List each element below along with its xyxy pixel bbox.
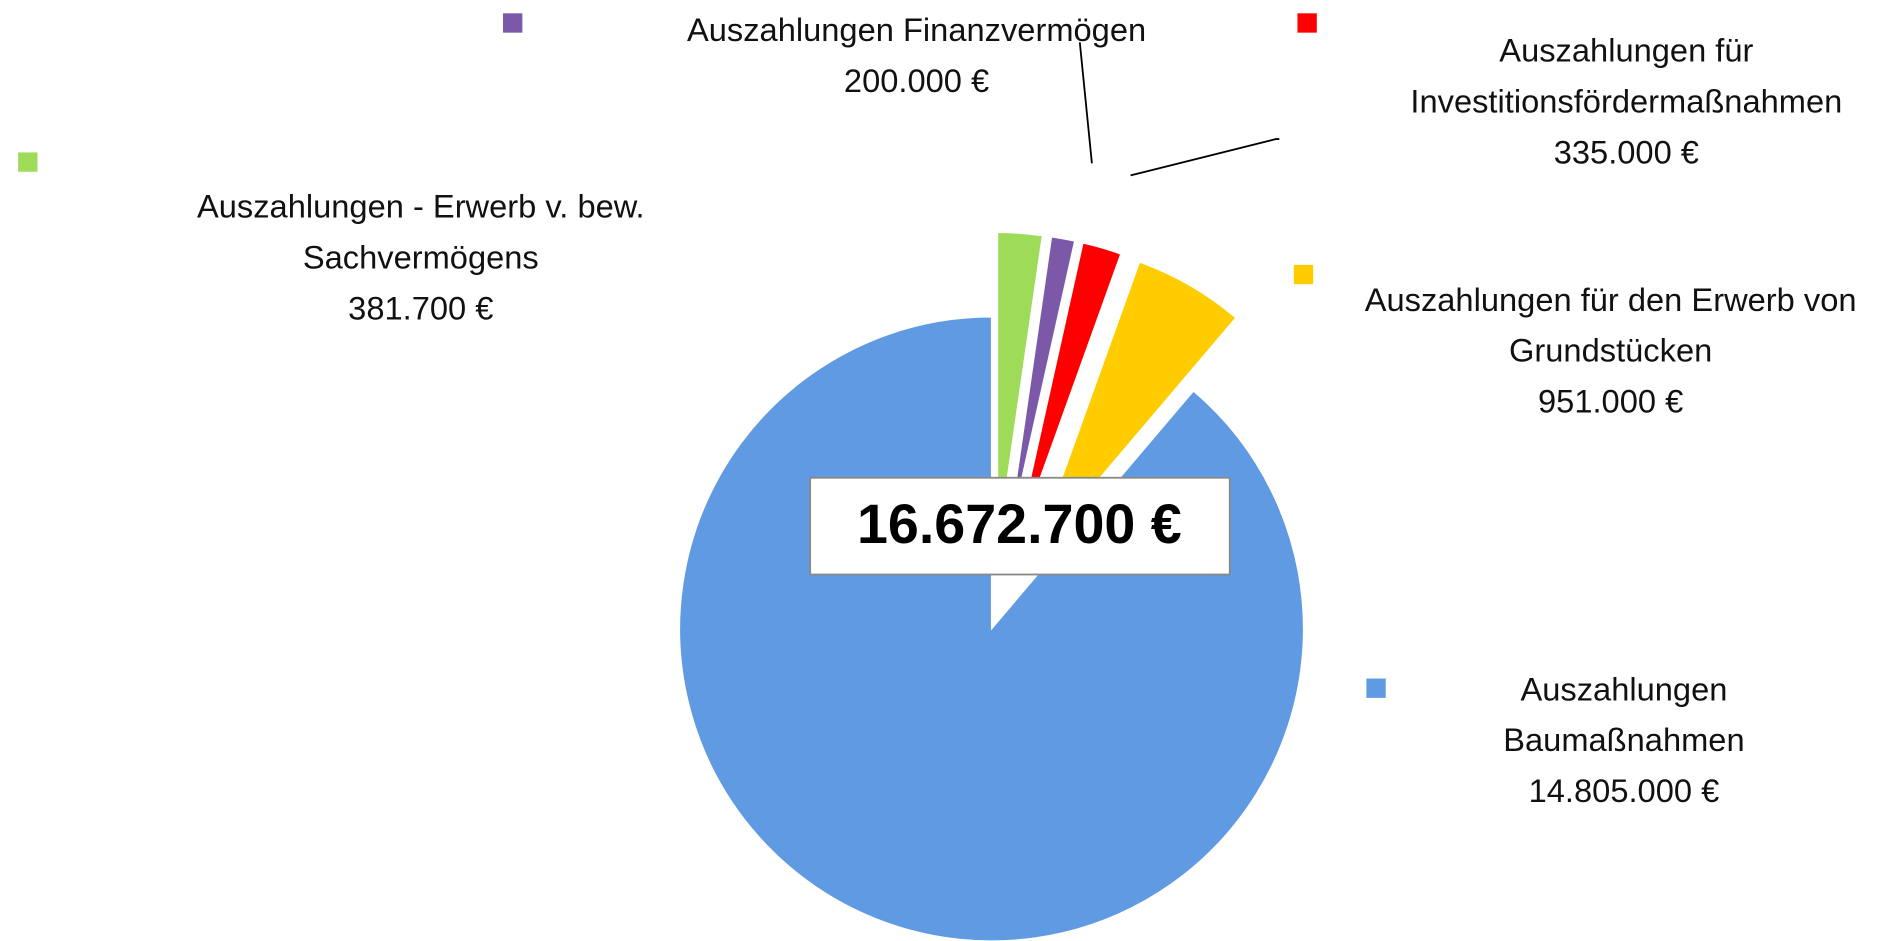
label-block: Auszahlungen - Erwerb v. bew. Sachvermög…	[143, 181, 699, 333]
data-label: Auszahlungen Baumaßnahmen 14.805.000 €	[1473, 664, 1775, 816]
value-label: 14.805.000 €	[1528, 772, 1720, 810]
label-block: Auszahlungen für den Erwerb von Grundstü…	[1357, 275, 1865, 427]
category-label: Auszahlungen - Erwerb v. bew. Sachvermög…	[196, 188, 645, 276]
data-label: Auszahlungen für den Erwerb von Grundstü…	[1357, 275, 1865, 427]
data-label: Auszahlungen Finanzvermögen 200.000 €	[638, 5, 1194, 107]
label-block: Auszahlungen für Investitionsfördermaßna…	[1354, 25, 1896, 177]
pie-slice	[997, 231, 1044, 545]
legend-marker	[1297, 13, 1317, 33]
value-label: 381.700 €	[348, 290, 494, 327]
pie-slice	[1014, 242, 1122, 548]
category-label: Auszahlungen für den Erwerb von Grundstü…	[1364, 281, 1857, 369]
pie-slice	[1006, 236, 1076, 546]
pie	[679, 231, 1305, 941]
category-label: Auszahlungen Baumaßnahmen	[1503, 671, 1745, 759]
total-box	[809, 476, 1231, 576]
legend-marker	[503, 13, 523, 33]
leader-line	[1078, 42, 1093, 164]
category-label: Auszahlungen für Investitionsfördermaßna…	[1410, 32, 1843, 120]
legend-marker	[1293, 264, 1314, 285]
label-block: Auszahlungen Finanzvermögen 200.000 €	[638, 5, 1194, 107]
value-label: 200.000 €	[843, 62, 990, 100]
data-label: Auszahlungen für Investitionsfördermaßna…	[1354, 25, 1896, 177]
category-label: Auszahlungen Finanzvermögen	[686, 12, 1147, 49]
legend-marker	[1366, 678, 1386, 698]
leader-line	[1130, 138, 1280, 177]
pie-slice	[679, 316, 1305, 941]
label-block: Auszahlungen Baumaßnahmen 14.805.000 €	[1473, 664, 1775, 816]
total-label: 16.672.700 €	[857, 493, 1182, 555]
data-label: Auszahlungen - Erwerb v. bew. Sachvermög…	[143, 181, 699, 333]
legend-marker	[18, 152, 38, 172]
value-label: 951.000 €	[1538, 383, 1684, 420]
value-label: 335.000 €	[1553, 134, 1699, 171]
